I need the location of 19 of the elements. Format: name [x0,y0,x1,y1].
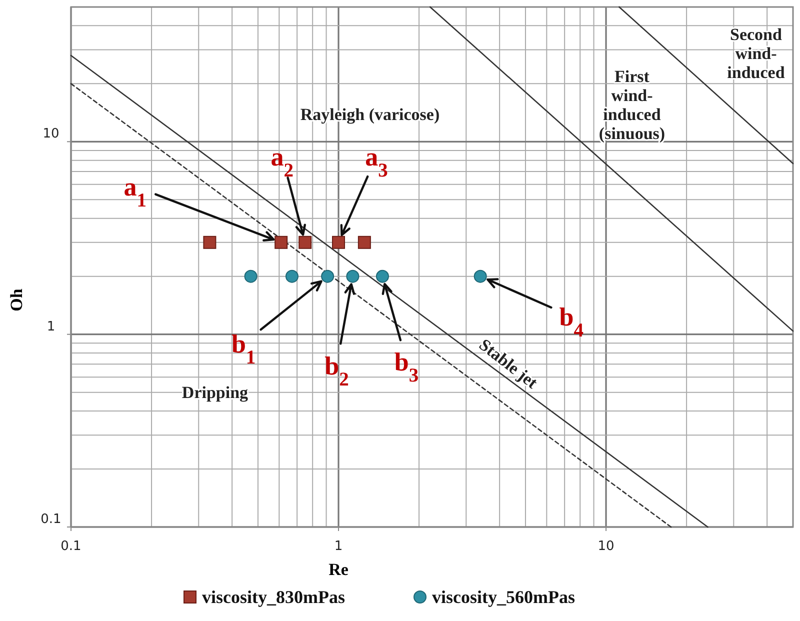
x-tick-label: 0.1 [60,539,82,554]
x-tick-label: 1 [334,539,343,554]
annotation: b$_{1}$ [231,329,256,368]
y-tick-label: 10 [42,126,60,142]
annotation: Second wind- induced [727,25,786,82]
y-tick-label: 1 [46,319,56,334]
y-tick-label: 0.1 [40,512,62,527]
annotation: b$_{2}$ [324,351,349,390]
x-axis-title: Re [328,560,349,579]
legend-label: viscosity_830mPas [202,587,345,607]
legend-label: viscosity_560mPas [432,587,575,607]
annotation: a$_{2}$ [270,142,294,181]
x-tick-label: 10 [598,539,614,554]
y-axis-title: Oh [7,288,26,312]
annotation: Dripping [182,383,249,402]
annotation: a$_{3}$ [365,142,388,181]
annotation: b$_{4}$ [559,302,584,341]
annotation: b$_{3}$ [394,347,419,386]
annotation: a$_{1}$ [124,172,146,211]
